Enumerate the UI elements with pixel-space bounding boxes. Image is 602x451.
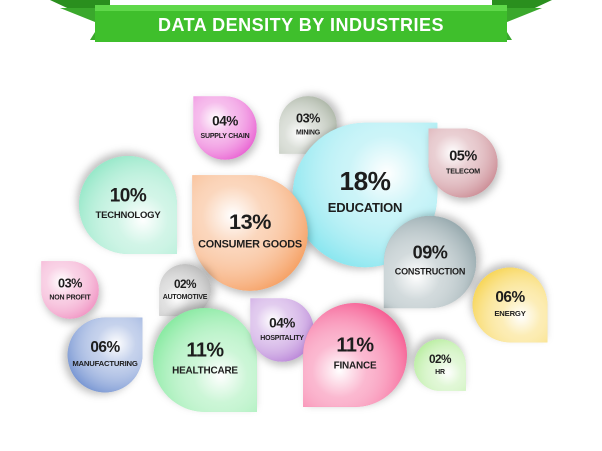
value-label: 03% — [58, 277, 82, 291]
category-label: FINANCE — [334, 361, 377, 372]
bubble-group: 06% MANUFACTURING — [67, 317, 143, 393]
bubble-shine — [192, 175, 308, 291]
bubble-group: 03% NON PROFIT — [41, 261, 99, 319]
bubble-group: 09% CONSTRUCTION — [383, 215, 477, 309]
bubble-group: 13% CONSUMER GOODS — [192, 175, 308, 291]
category-label: CONSUMER GOODS — [198, 239, 302, 251]
bubble-group: 11% FINANCE — [303, 303, 407, 407]
bubble-group: 05% TELECOM — [428, 128, 498, 198]
category-label: NON PROFIT — [49, 295, 91, 302]
chart-title: DATA DENSITY BY INDUSTRIES — [158, 15, 444, 35]
value-label: 06% — [495, 289, 525, 306]
category-label: EDUCATION — [328, 200, 403, 215]
bubble-group: 10% TECHNOLOGY — [79, 156, 177, 254]
bubble-shine — [67, 317, 143, 393]
category-label: HR — [435, 369, 445, 376]
title-ribbon — [50, 0, 552, 42]
bubble-shine — [383, 215, 477, 309]
bubble-shine — [414, 339, 466, 391]
bubble-shine — [79, 156, 177, 254]
value-label: 09% — [413, 243, 448, 263]
category-label: ENERGY — [494, 309, 525, 318]
bubble-shine — [472, 267, 548, 343]
bubble-group: 06% ENERGY — [472, 267, 548, 343]
value-label: 04% — [269, 315, 295, 330]
category-label: SUPPLY CHAIN — [201, 133, 250, 140]
category-label: TELECOM — [446, 166, 480, 175]
category-label: HOSPITALITY — [260, 335, 304, 342]
value-label: 10% — [110, 185, 147, 206]
value-label: 02% — [429, 352, 452, 366]
bubble-shine — [250, 298, 314, 362]
category-label: CONSTRUCTION — [395, 267, 465, 277]
bubble-group: 02% HR — [414, 339, 466, 391]
category-label: MINING — [296, 130, 321, 137]
bubble-group: 04% HOSPITALITY — [250, 298, 314, 362]
category-label: TECHNOLOGY — [95, 210, 161, 221]
category-label: MANUFACTURING — [72, 359, 138, 368]
value-label: 11% — [186, 339, 224, 361]
value-label: 04% — [212, 113, 238, 128]
value-label: 13% — [229, 209, 271, 234]
bubble-group: 02% AUTOMOTIVE — [159, 264, 211, 316]
value-label: 06% — [90, 339, 120, 356]
value-label: 03% — [296, 112, 320, 126]
bubble-group: 11% HEALTHCARE — [153, 308, 257, 412]
value-label: 11% — [336, 334, 374, 356]
category-label: AUTOMOTIVE — [163, 294, 208, 301]
value-label: 05% — [449, 148, 477, 164]
bubble-shine — [428, 128, 498, 198]
bubble-shine — [41, 261, 99, 319]
bubble-shine — [159, 264, 211, 316]
bubble-group: 04% SUPPLY CHAIN — [193, 96, 257, 160]
bubble-shine — [193, 96, 257, 160]
bubble-shine — [153, 308, 257, 412]
value-label: 02% — [174, 277, 197, 291]
value-label: 18% — [340, 166, 391, 196]
bubble-shine — [303, 303, 407, 407]
category-label: HEALTHCARE — [172, 366, 238, 377]
